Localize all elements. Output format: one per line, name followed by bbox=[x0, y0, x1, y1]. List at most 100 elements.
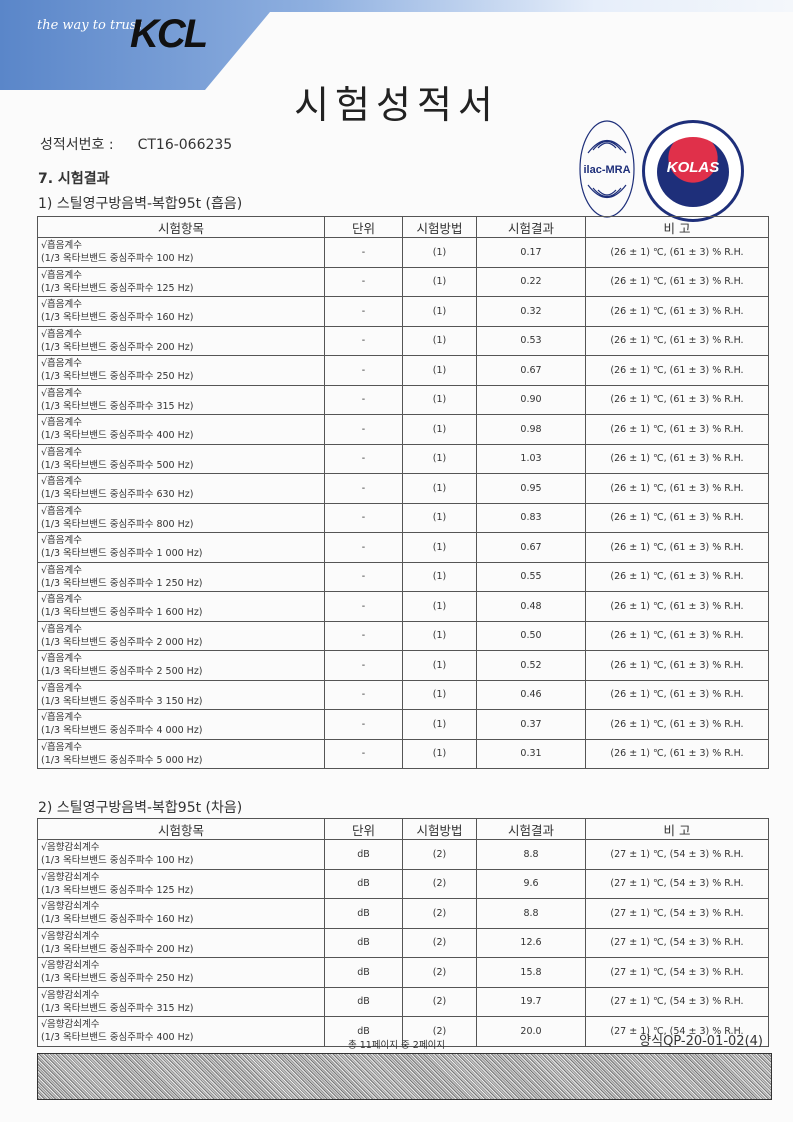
column-header: 비 고 bbox=[585, 818, 769, 840]
result-cell: 0.37 bbox=[476, 709, 586, 740]
method-cell: (2) bbox=[402, 839, 477, 870]
item-band: (1/3 옥타브밴드 중심주파수 100 Hz) bbox=[41, 253, 194, 265]
kolas-logo: KOLAS bbox=[642, 120, 744, 222]
note-cell: (27 ± 1) ℃, (54 ± 3) % R.H. bbox=[585, 1016, 769, 1047]
method-cell: (2) bbox=[402, 898, 477, 929]
test-item: √흡음계수 (1/3 옥타브밴드 중심주파수 1 600 Hz) bbox=[37, 591, 325, 622]
item-name: √흡음계수 bbox=[41, 299, 83, 311]
table-row: √음향감쇠계수 (1/3 옥타브밴드 중심주파수 250 Hz) dB (2) 1… bbox=[37, 957, 769, 988]
section-heading: 7. 시험결과 bbox=[38, 171, 110, 187]
item-name: √흡음계수 bbox=[41, 653, 83, 665]
table-row: √흡음계수 (1/3 옥타브밴드 중심주파수 1 600 Hz) - (1) 0.… bbox=[37, 591, 769, 622]
item-band: (1/3 옥타브밴드 중심주파수 500 Hz) bbox=[41, 459, 194, 471]
unit-cell: dB bbox=[324, 927, 403, 958]
table-row: √흡음계수 (1/3 옥타브밴드 중심주파수 3 150 Hz) - (1) 0.… bbox=[37, 679, 769, 710]
unit-cell: dB bbox=[324, 957, 403, 988]
result-cell: 15.8 bbox=[476, 957, 586, 988]
method-cell: (1) bbox=[402, 738, 477, 769]
unit-cell: dB bbox=[324, 986, 403, 1017]
unit-cell: - bbox=[324, 561, 403, 592]
unit-cell: - bbox=[324, 532, 403, 563]
result-cell: 8.8 bbox=[476, 839, 586, 870]
result-cell: 9.6 bbox=[476, 868, 586, 899]
table-row: √흡음계수 (1/3 옥타브밴드 중심주파수 2 500 Hz) - (1) 0.… bbox=[37, 650, 769, 681]
result-cell: 20.0 bbox=[476, 1016, 586, 1047]
note-cell: (26 ± 1) ℃, (61 ± 3) % R.H. bbox=[585, 650, 769, 681]
column-header: 시험항목 bbox=[37, 818, 325, 840]
table-row: √음향감쇠계수 (1/3 옥타브밴드 중심주파수 125 Hz) dB (2) 9… bbox=[37, 868, 769, 899]
svg-text:ilac-MRA: ilac-MRA bbox=[583, 164, 630, 176]
result-cell: 0.48 bbox=[476, 591, 586, 622]
result-cell: 19.7 bbox=[476, 986, 586, 1017]
method-cell: (1) bbox=[402, 296, 477, 327]
unit-cell: - bbox=[324, 443, 403, 474]
item-name: √흡음계수 bbox=[41, 682, 83, 694]
unit-cell: - bbox=[324, 650, 403, 681]
result-cell: 12.6 bbox=[476, 927, 586, 958]
item-name: √흡음계수 bbox=[41, 741, 83, 753]
column-header: 시험결과 bbox=[476, 818, 586, 840]
item-band: (1/3 옥타브밴드 중심주파수 630 Hz) bbox=[41, 489, 194, 501]
header-row: 시험항목 단위 시험방법 시험결과 비 고 bbox=[37, 818, 769, 840]
header-row: 시험항목 단위 시험방법 시험결과 비 고 bbox=[37, 216, 769, 238]
test-item: √흡음계수 (1/3 옥타브밴드 중심주파수 2 500 Hz) bbox=[37, 650, 325, 681]
method-cell: (1) bbox=[402, 709, 477, 740]
column-header: 시험방법 bbox=[402, 818, 477, 840]
table-row: √음향감쇠계수 (1/3 옥타브밴드 중심주파수 100 Hz) dB (2) 8… bbox=[37, 839, 769, 870]
table-row: √흡음계수 (1/3 옥타브밴드 중심주파수 800 Hz) - (1) 0.83… bbox=[37, 502, 769, 533]
unit-cell: - bbox=[324, 384, 403, 415]
test-item: √흡음계수 (1/3 옥타브밴드 중심주파수 160 Hz) bbox=[37, 296, 325, 327]
test-item: √흡음계수 (1/3 옥타브밴드 중심주파수 100 Hz) bbox=[37, 237, 325, 268]
result-cell: 0.83 bbox=[476, 502, 586, 533]
test-item: √음향감쇠계수 (1/3 옥타브밴드 중심주파수 315 Hz) bbox=[37, 986, 325, 1017]
unit-cell: - bbox=[324, 679, 403, 710]
unit-cell: - bbox=[324, 473, 403, 504]
note-cell: (27 ± 1) ℃, (54 ± 3) % R.H. bbox=[585, 868, 769, 899]
table2-title: 2) 스틸영구방음벽-복합95t (차음) bbox=[38, 800, 243, 816]
result-cell: 0.50 bbox=[476, 620, 586, 651]
test-item: √음향감쇠계수 (1/3 옥타브밴드 중심주파수 250 Hz) bbox=[37, 957, 325, 988]
item-band: (1/3 옥타브밴드 중심주파수 100 Hz) bbox=[41, 855, 194, 867]
note-cell: (26 ± 1) ℃, (61 ± 3) % R.H. bbox=[585, 532, 769, 563]
item-band: (1/3 옥타브밴드 중심주파수 315 Hz) bbox=[41, 1002, 194, 1014]
item-band: (1/3 옥타브밴드 중심주파수 200 Hz) bbox=[41, 341, 194, 353]
result-cell: 8.8 bbox=[476, 898, 586, 929]
table-row: √음향감쇠계수 (1/3 옥타브밴드 중심주파수 160 Hz) dB (2) 8… bbox=[37, 898, 769, 929]
item-band: (1/3 옥타브밴드 중심주파수 1 250 Hz) bbox=[41, 577, 203, 589]
result-cell: 0.53 bbox=[476, 325, 586, 356]
result-cell: 0.67 bbox=[476, 355, 586, 386]
method-cell: (1) bbox=[402, 443, 477, 474]
item-name: √흡음계수 bbox=[41, 505, 83, 517]
unit-cell: - bbox=[324, 414, 403, 445]
test-item: √음향감쇠계수 (1/3 옥타브밴드 중심주파수 200 Hz) bbox=[37, 927, 325, 958]
unit-cell: - bbox=[324, 591, 403, 622]
item-band: (1/3 옥타브밴드 중심주파수 125 Hz) bbox=[41, 282, 194, 294]
item-band: (1/3 옥타브밴드 중심주파수 1 000 Hz) bbox=[41, 548, 203, 560]
tagline: the way to trust bbox=[37, 18, 142, 33]
test-item: √음향감쇠계수 (1/3 옥타브밴드 중심주파수 100 Hz) bbox=[37, 839, 325, 870]
table-row: √흡음계수 (1/3 옥타브밴드 중심주파수 4 000 Hz) - (1) 0.… bbox=[37, 709, 769, 740]
test-item: √흡음계수 (1/3 옥타브밴드 중심주파수 400 Hz) bbox=[37, 414, 325, 445]
unit-cell: dB bbox=[324, 898, 403, 929]
result-cell: 0.98 bbox=[476, 414, 586, 445]
item-name: √흡음계수 bbox=[41, 712, 83, 724]
unit-cell: - bbox=[324, 266, 403, 297]
method-cell: (2) bbox=[402, 868, 477, 899]
item-name: √음향감쇠계수 bbox=[41, 930, 100, 942]
result-cell: 0.67 bbox=[476, 532, 586, 563]
method-cell: (1) bbox=[402, 325, 477, 356]
note-cell: (26 ± 1) ℃, (61 ± 3) % R.H. bbox=[585, 591, 769, 622]
test-item: √흡음계수 (1/3 옥타브밴드 중심주파수 2 000 Hz) bbox=[37, 620, 325, 651]
security-pattern bbox=[37, 1053, 772, 1100]
item-band: (1/3 옥타브밴드 중심주파수 1 600 Hz) bbox=[41, 607, 203, 619]
table-row: √흡음계수 (1/3 옥타브밴드 중심주파수 630 Hz) - (1) 0.95… bbox=[37, 473, 769, 504]
item-band: (1/3 옥타브밴드 중심주파수 250 Hz) bbox=[41, 371, 194, 383]
item-band: (1/3 옥타브밴드 중심주파수 200 Hz) bbox=[41, 943, 194, 955]
test-item: √음향감쇠계수 (1/3 옥타브밴드 중심주파수 160 Hz) bbox=[37, 898, 325, 929]
table-row: √흡음계수 (1/3 옥타브밴드 중심주파수 1 000 Hz) - (1) 0.… bbox=[37, 532, 769, 563]
item-name: √흡음계수 bbox=[41, 269, 83, 281]
test-item: √흡음계수 (1/3 옥타브밴드 중심주파수 125 Hz) bbox=[37, 266, 325, 297]
note-cell: (27 ± 1) ℃, (54 ± 3) % R.H. bbox=[585, 898, 769, 929]
result-cell: 0.55 bbox=[476, 561, 586, 592]
note-cell: (26 ± 1) ℃, (61 ± 3) % R.H. bbox=[585, 561, 769, 592]
